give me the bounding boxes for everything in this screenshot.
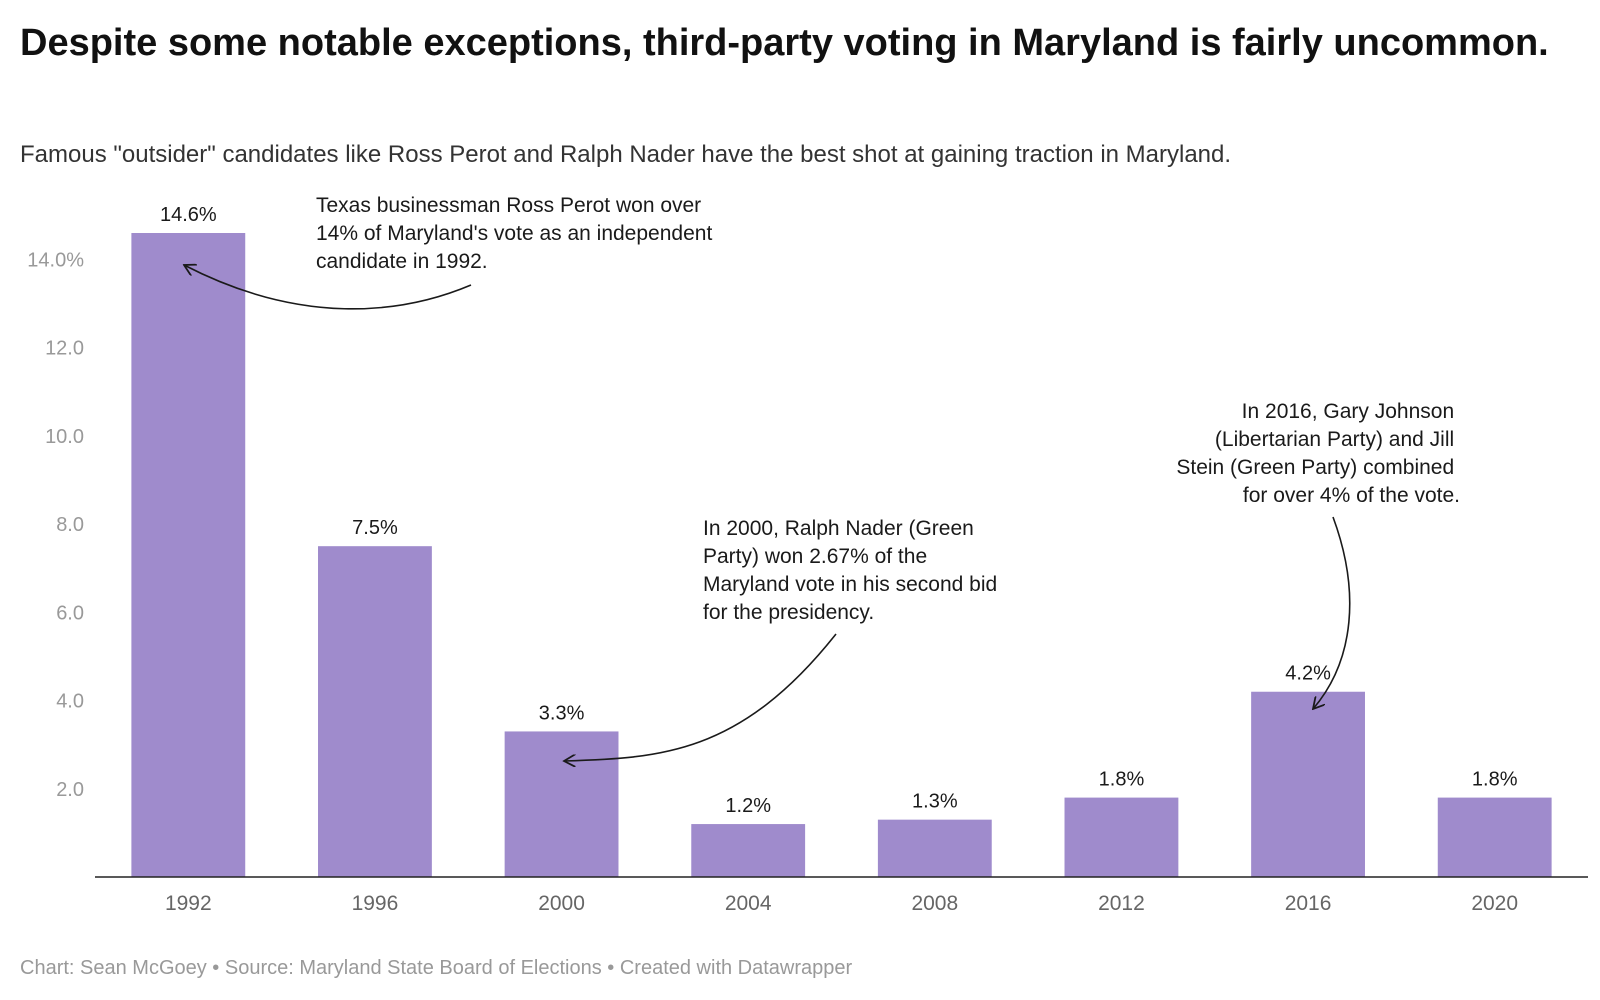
chart-subtitle: Famous "outsider" candidates like Ross P… (20, 141, 1232, 168)
data-label-1992: 14.6% (160, 204, 217, 226)
bar-2016 (1251, 691, 1365, 877)
y-tick-label: 14.0% (27, 249, 84, 271)
bars-group (131, 233, 1552, 877)
x-tick-label-2000: 2000 (538, 892, 585, 915)
x-axis-ticks: 1992 1996 2000 2004 2008 2012 2016 2020 (165, 892, 1518, 915)
data-label-2000: 3.3% (539, 702, 585, 724)
y-axis-ticks: 2.0 4.0 6.0 8.0 10.0 12.0 14.0% (27, 249, 84, 800)
data-label-2012: 1.8% (1099, 769, 1145, 791)
annotation-perot-line: candidate in 1992. (316, 250, 488, 273)
annotation-nader: In 2000, Ralph Nader (Green Party) won 2… (703, 517, 1003, 624)
bar-2020 (1437, 797, 1552, 877)
data-label-2020: 1.8% (1472, 769, 1518, 791)
annotation-arrow-2000 (564, 633, 837, 761)
annotation-perot: Texas businessman Ross Perot won over 14… (316, 194, 718, 273)
annotation-nader-line: for the presidency. (703, 601, 874, 624)
bar-2012 (1064, 797, 1179, 877)
annotation-arrow-1992 (184, 265, 472, 310)
annotation-johnson-stein-line: Stein (Green Party) combined (1176, 456, 1454, 479)
data-labels-group: 14.6% 7.5% 3.3% 1.2% 1.3% 1.8% 4.2% 1.8% (160, 204, 1518, 817)
annotation-nader-line: Party) won 2.67% of the (703, 545, 927, 568)
x-tick-label-1996: 1996 (352, 892, 399, 915)
annotation-arrow-2016 (1313, 516, 1351, 709)
bar-1996 (318, 546, 432, 877)
bar-1992 (131, 233, 246, 877)
annotation-johnson-stein: In 2016, Gary Johnson (Libertarian Party… (1176, 400, 1460, 507)
x-tick-label-2008: 2008 (911, 892, 958, 915)
x-tick-label-2020: 2020 (1471, 892, 1518, 915)
bar-2000 (504, 731, 619, 877)
annotation-perot-line: 14% of Maryland's vote as an independent (316, 222, 712, 245)
bar-2004 (691, 824, 806, 877)
y-tick-label: 4.0 (56, 691, 84, 713)
data-label-2004: 1.2% (725, 795, 771, 817)
data-label-2016: 4.2% (1285, 663, 1331, 685)
annotation-johnson-stein-line: (Libertarian Party) and Jill (1215, 428, 1454, 451)
y-tick-label: 8.0 (56, 514, 84, 536)
y-tick-label: 2.0 (56, 779, 84, 801)
x-tick-label-2012: 2012 (1098, 892, 1145, 915)
y-tick-label: 12.0 (45, 338, 84, 360)
data-label-2008: 1.3% (912, 791, 958, 813)
y-tick-label: 10.0 (45, 426, 84, 448)
annotation-johnson-stein-line: for over 4% of the vote. (1243, 484, 1460, 507)
x-tick-label-2004: 2004 (725, 892, 772, 915)
annotation-perot-line: Texas businessman Ross Perot won over (316, 194, 701, 217)
annotation-johnson-stein-line: In 2016, Gary Johnson (1242, 400, 1454, 423)
bar-2008 (877, 819, 992, 877)
y-tick-label: 6.0 (56, 602, 84, 624)
x-tick-label-1992: 1992 (165, 892, 212, 915)
chart-footer: Chart: Sean McGoey • Source: Maryland St… (20, 957, 853, 979)
data-label-1996: 7.5% (352, 517, 398, 539)
x-tick-label-2016: 2016 (1285, 892, 1332, 915)
annotation-nader-line: In 2000, Ralph Nader (Green (703, 517, 974, 540)
chart-title: Despite some notable exceptions, third-p… (20, 22, 1549, 64)
annotation-nader-line: Maryland vote in his second bid (703, 573, 997, 596)
